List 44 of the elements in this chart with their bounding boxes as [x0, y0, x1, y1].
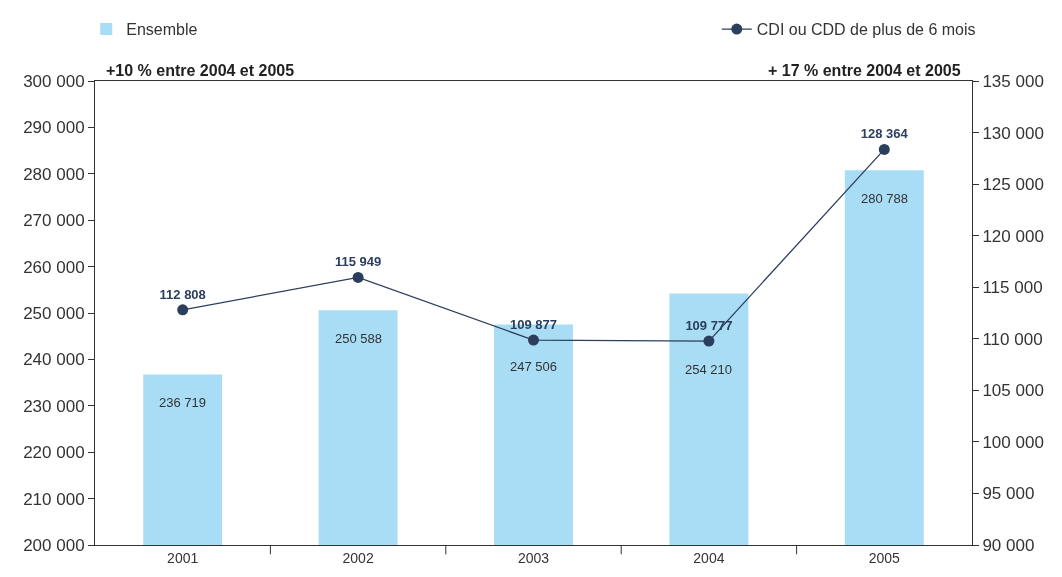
x-tick-label: 2005 [868, 549, 901, 566]
y-tick-label: 200 000 [23, 535, 85, 555]
point [177, 304, 189, 316]
text: + 17 % entre 2004 et 2005 [768, 62, 961, 79]
x-tick-label: 2004 [693, 549, 725, 566]
x-tick-label: 2002 [342, 549, 374, 566]
data-label: 247 506 [510, 359, 557, 374]
y-tick-label: 210 000 [23, 489, 85, 509]
y-tick-label: 230 000 [23, 396, 85, 416]
text: +10 % entre 2004 et 2005 [106, 62, 295, 79]
point [352, 271, 364, 283]
y2-tick-label: 110 000 [982, 329, 1043, 349]
y-tick-label: 300 000 [23, 71, 85, 91]
x-tick-label: 2001 [167, 549, 199, 566]
data-label: 254 210 [685, 362, 732, 377]
y2-tick-label: 100 000 [982, 432, 1044, 452]
y-tick-label: 280 000 [23, 164, 85, 184]
data-label: 128 364 [860, 126, 909, 142]
y2-tick-label: 130 000 [982, 123, 1044, 143]
legend-label: Ensemble [126, 21, 198, 39]
point [528, 334, 539, 346]
y-tick-label: 220 000 [23, 443, 85, 463]
data-label: 236 719 [159, 395, 206, 410]
y-tick-label: 260 000 [23, 257, 85, 277]
data-label: 112 808 [159, 286, 206, 302]
data-label: 115 949 [334, 254, 382, 270]
y-tick-label: 240 000 [23, 350, 85, 370]
y2-tick-label: 90 000 [982, 535, 1035, 555]
y2-tick-label: 105 000 [982, 381, 1044, 401]
point [878, 143, 890, 155]
y2-tick-label: 120 000 [982, 226, 1044, 246]
y2-tick-label: 125 000 [982, 175, 1044, 195]
point [703, 335, 715, 347]
y-tick-label: 250 000 [23, 303, 85, 323]
y2-tick-label: 95 000 [982, 484, 1035, 504]
y2-tick-label: 135 000 [982, 71, 1044, 91]
y-tick-label: 290 000 [23, 118, 85, 138]
y2-tick-label: 115 000 [982, 278, 1043, 298]
legend-label: CDI ou CDD de plus de 6 mois [756, 21, 976, 39]
data-label: 250 588 [335, 331, 382, 346]
x-tick-label: 2003 [517, 549, 550, 566]
y-tick-label: 270 000 [23, 211, 85, 231]
data-label: 109 877 [510, 316, 557, 332]
data-label: 280 788 [861, 191, 908, 206]
